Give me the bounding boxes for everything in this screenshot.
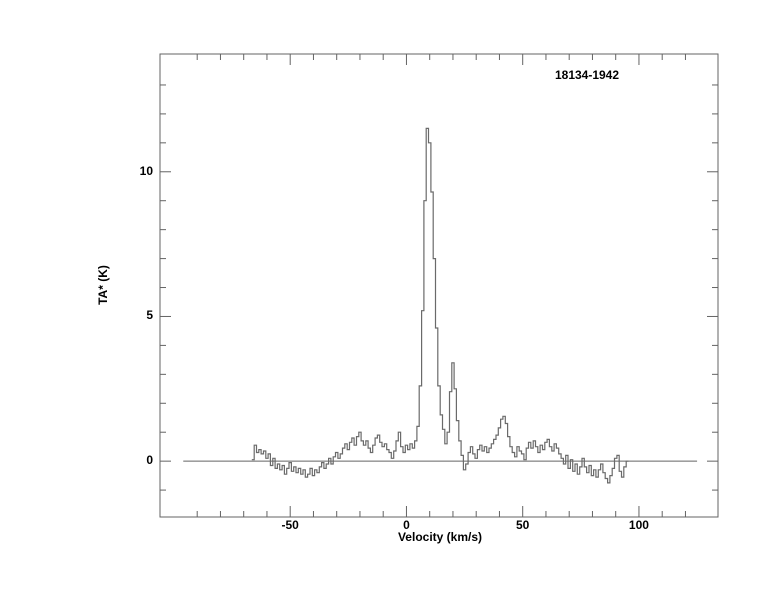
plot-title: 18134-1942	[554, 68, 620, 82]
spectrum-trace	[251, 127, 629, 484]
y-axis-label: TA* (K)	[96, 265, 110, 305]
y-tick-label: 10	[139, 163, 153, 178]
y-tick-label: 5	[146, 308, 153, 323]
plot-frame	[159, 53, 719, 518]
x-tick-label: 100	[628, 518, 649, 532]
x-axis-label: Velocity (km/s)	[397, 530, 483, 544]
y-tick-label: 0	[146, 453, 153, 468]
x-tick-label: 0	[403, 518, 410, 532]
x-tick-label: -50	[281, 518, 299, 532]
x-tick-label: 50	[516, 518, 530, 532]
